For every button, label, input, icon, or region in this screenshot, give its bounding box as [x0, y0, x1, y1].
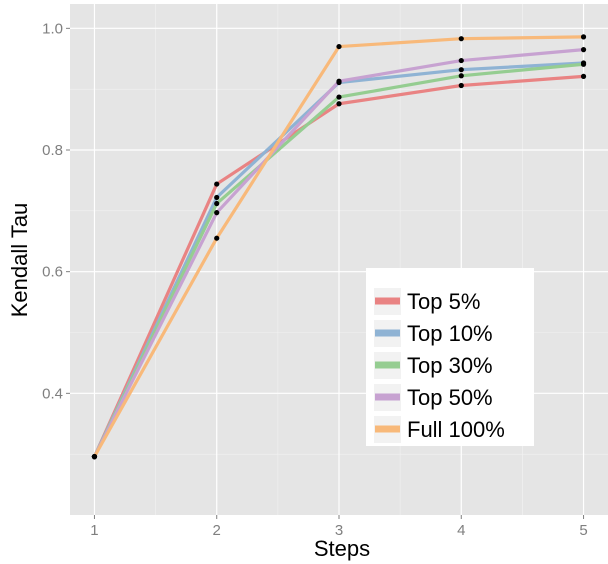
legend-label: Top 10%: [407, 321, 493, 346]
y-tick-label: 0.6: [42, 264, 63, 281]
legend-label: Top 50%: [407, 385, 493, 410]
grid-lines: [70, 4, 608, 515]
legend: Top 5% Top 10% Top 30% Top 50% Full 100%: [366, 268, 534, 446]
data-point: [580, 61, 587, 67]
legend-label: Top 5%: [407, 289, 480, 314]
data-point: [580, 73, 587, 79]
data-point: [458, 36, 464, 42]
x-tick-label: 4: [457, 522, 465, 539]
x-tick-label: 3: [335, 522, 343, 539]
y-axis-title: Kendall Tau: [7, 203, 32, 318]
data-point: [336, 78, 342, 84]
data-point: [336, 101, 342, 107]
data-point: [336, 43, 342, 50]
series-points: [91, 34, 587, 460]
data-point: [214, 200, 220, 207]
x-tick-label: 2: [213, 522, 221, 539]
x-tick-label: 5: [579, 522, 587, 539]
data-point: [214, 235, 220, 241]
legend-label: Top 30%: [407, 353, 493, 378]
x-axis-title: Steps: [314, 536, 370, 561]
y-tick-label: 1.0: [42, 20, 63, 37]
data-point: [336, 94, 342, 100]
data-point: [214, 194, 220, 201]
data-point: [458, 67, 464, 73]
data-point: [91, 454, 98, 460]
data-point: [580, 47, 587, 53]
data-point: [580, 34, 587, 40]
y-axis: 0.4 0.6 0.8 1.0: [42, 20, 70, 402]
data-point: [214, 210, 220, 216]
data-point: [458, 73, 464, 79]
data-point: [214, 181, 220, 187]
x-tick-label: 1: [90, 522, 98, 539]
y-tick-label: 0.4: [42, 385, 63, 402]
data-point: [458, 82, 464, 89]
y-tick-label: 0.8: [42, 142, 63, 159]
legend-label: Full 100%: [407, 417, 505, 442]
data-point: [458, 57, 464, 64]
x-axis: 1 2 3 4 5: [90, 515, 588, 539]
